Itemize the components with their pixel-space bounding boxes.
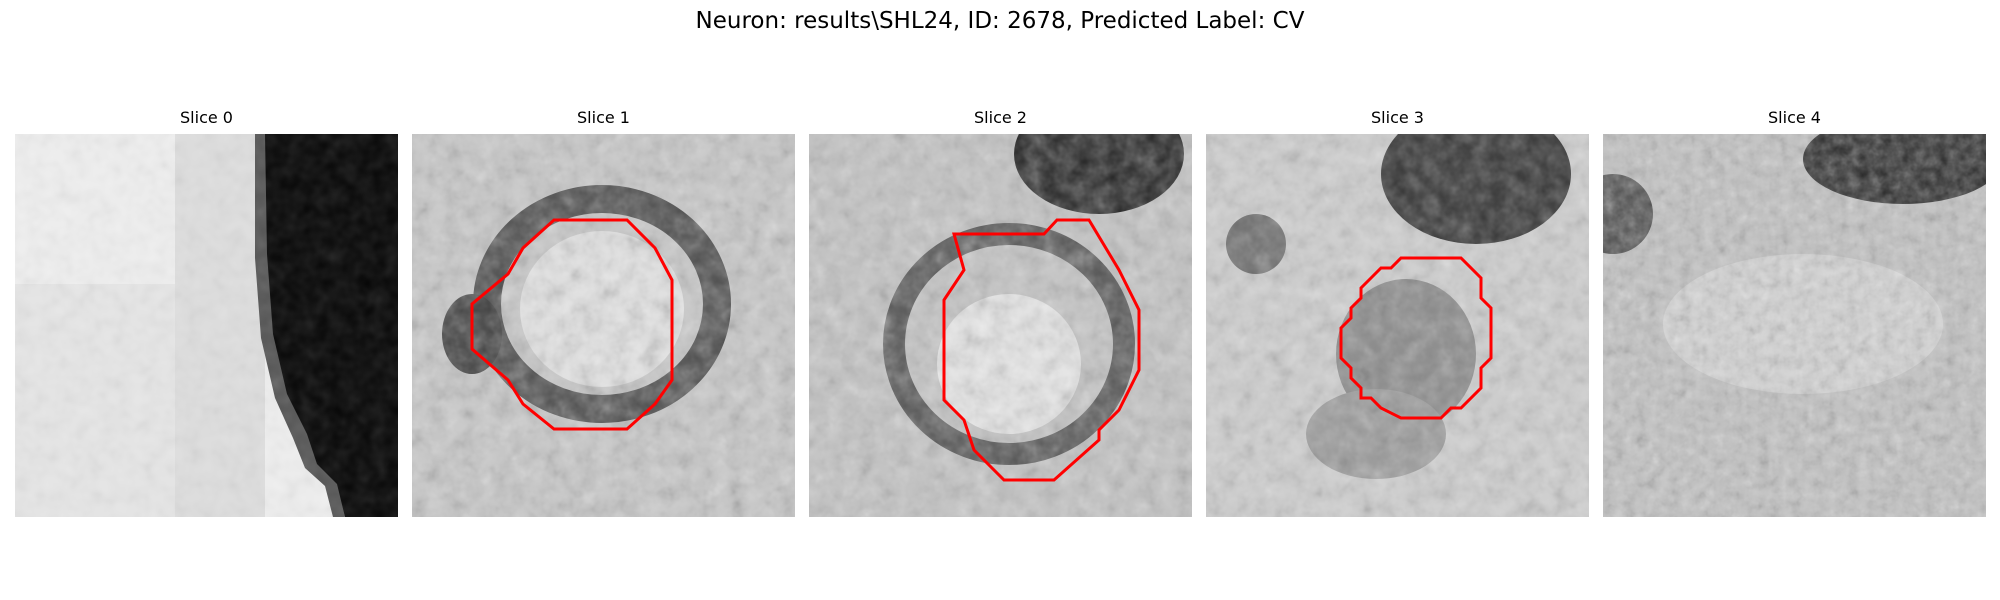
slice-title: Slice 4 xyxy=(1768,108,1821,127)
em-image-slice-4 xyxy=(1603,134,1986,517)
slice-title: Slice 1 xyxy=(577,108,630,127)
slice-image xyxy=(412,134,795,517)
segmentation-contour xyxy=(1339,256,1493,420)
em-image-slice-2 xyxy=(809,134,1192,517)
slice-image xyxy=(809,134,1192,517)
slice-panel-1: Slice 1 xyxy=(412,108,795,517)
slice-panel-3: Slice 3 xyxy=(1206,108,1589,517)
slice-panel-2: Slice 2 xyxy=(809,108,1192,517)
em-image-slice-3 xyxy=(1206,134,1589,517)
em-image-slice-1 xyxy=(412,134,795,517)
slice-image xyxy=(1206,134,1589,517)
slice-panel-4: Slice 4 xyxy=(1603,108,1986,517)
figure-title: Neuron: results\SHL24, ID: 2678, Predict… xyxy=(695,8,1305,34)
slice-image xyxy=(15,134,398,517)
slice-title: Slice 0 xyxy=(180,108,233,127)
segmentation-contour xyxy=(942,218,1141,482)
slice-title: Slice 3 xyxy=(1371,108,1424,127)
slice-title: Slice 2 xyxy=(974,108,1027,127)
em-image-slice-0 xyxy=(15,134,398,517)
slice-panel-0: Slice 0 xyxy=(15,108,398,517)
slice-image xyxy=(1603,134,1986,517)
segmentation-contour xyxy=(470,218,674,431)
